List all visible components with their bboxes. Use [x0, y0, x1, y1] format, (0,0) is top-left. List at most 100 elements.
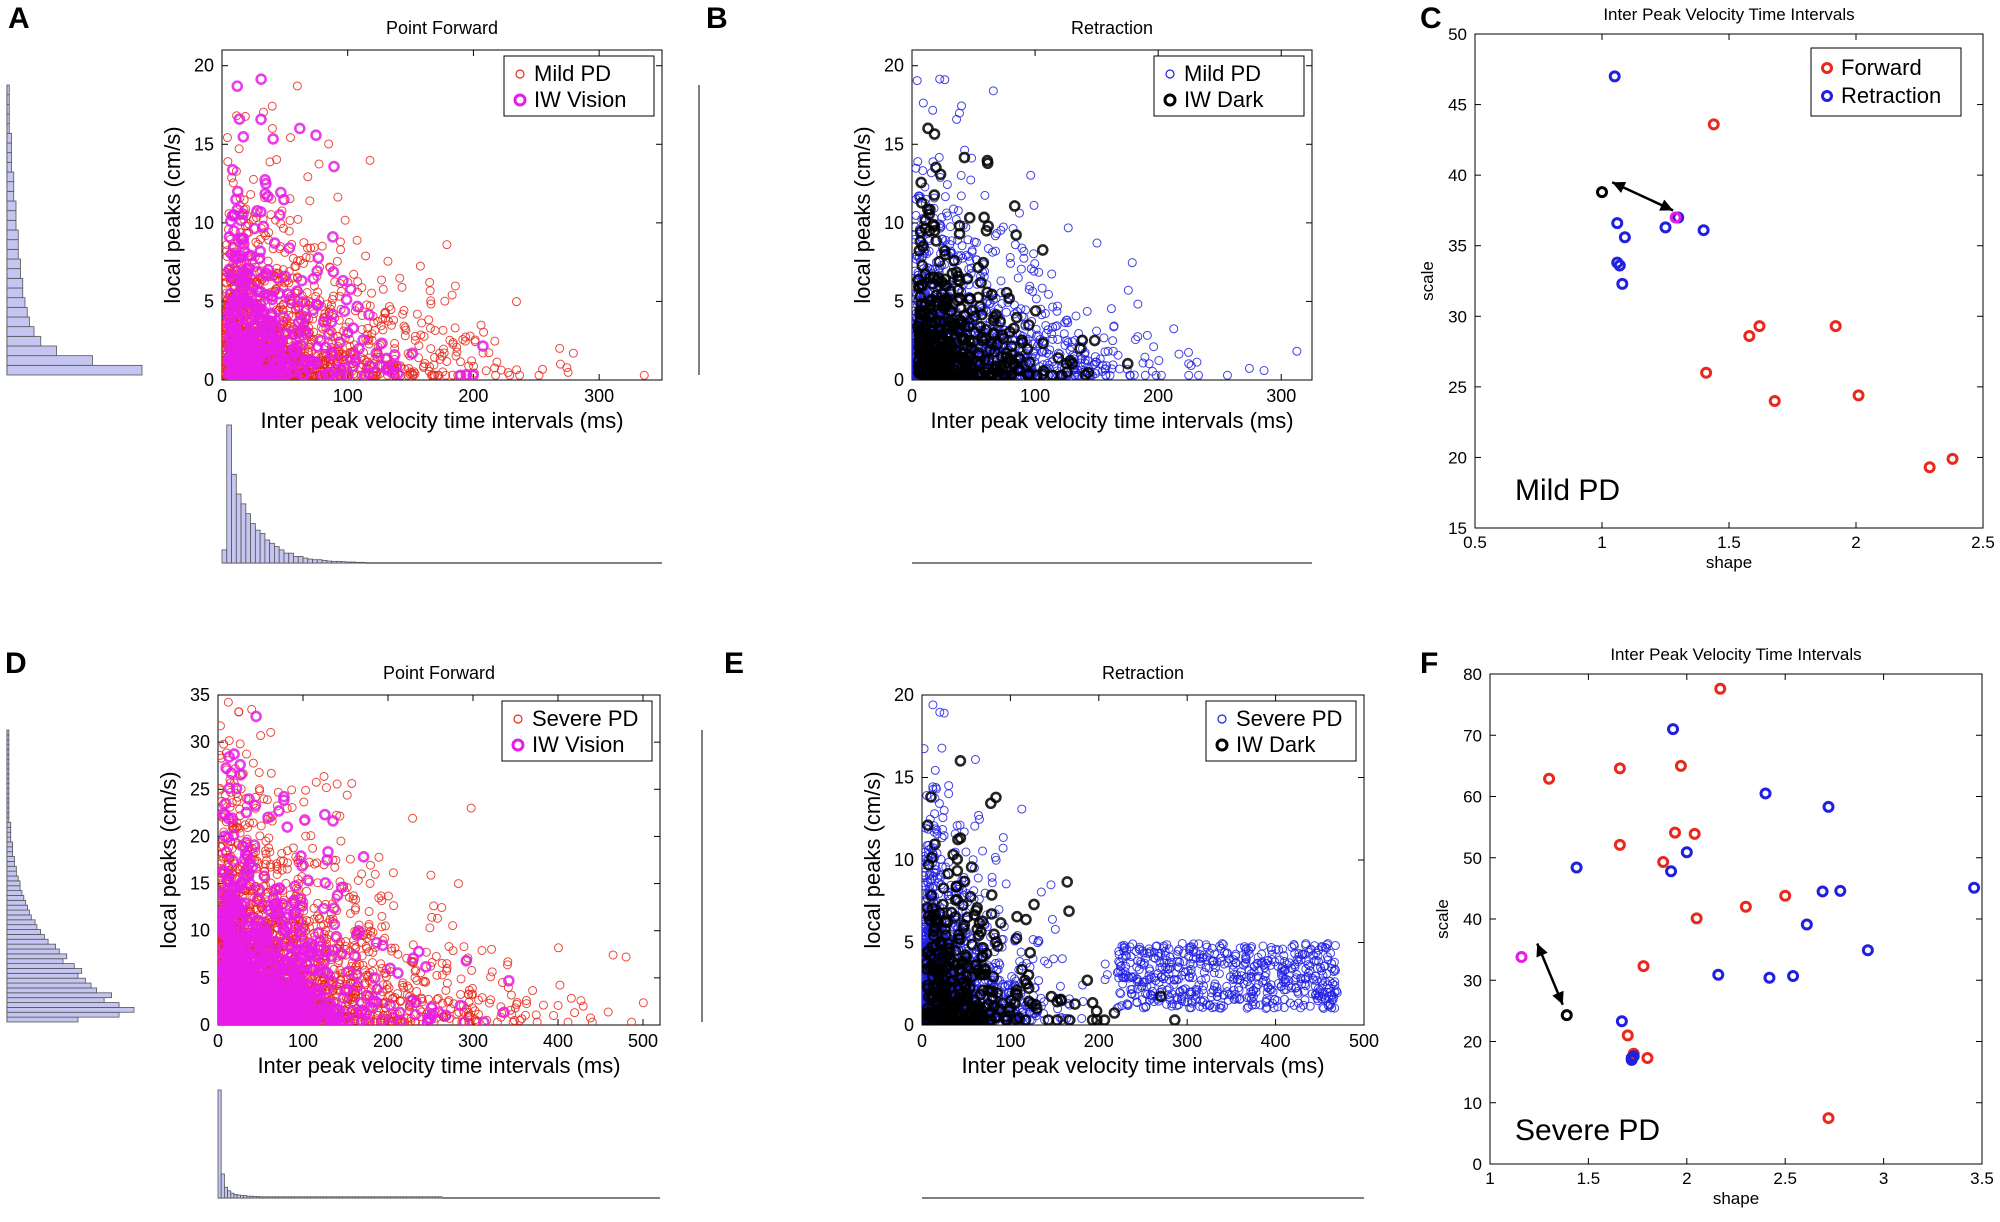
scatter-point-primary — [479, 327, 489, 337]
scatter-point-primary — [444, 996, 454, 1006]
scatter-point-primary — [1065, 345, 1075, 355]
scatter-point-primary — [1005, 252, 1015, 262]
y-tick-label: 20 — [884, 56, 904, 76]
scatter-point-primary — [1045, 345, 1055, 355]
scatter-point-primary — [301, 252, 311, 262]
scatter-point-iw — [976, 331, 989, 344]
histogram-bar — [297, 556, 304, 564]
scatter-point-primary — [961, 222, 971, 232]
scatter-point-iw — [311, 299, 324, 311]
y-tick-label: 0 — [200, 1015, 210, 1035]
histogram-bar — [6, 103, 10, 115]
scatter-point-primary — [256, 223, 266, 233]
scatter-point-primary — [1099, 333, 1109, 343]
scatter-point-primary — [1080, 355, 1090, 365]
scatter-point-iw — [997, 332, 1010, 345]
y-tick-label: 10 — [884, 213, 904, 233]
y-tick-label: 10 — [194, 213, 214, 233]
x-tick-label: 100 — [333, 386, 363, 406]
scatter-point-primary — [306, 831, 316, 841]
scatter-point-iw — [255, 73, 267, 85]
scatter-point-primary — [1052, 301, 1062, 311]
histogram-bar — [331, 560, 337, 564]
scatter-point-iw — [279, 328, 292, 341]
scatter-point-iw — [269, 323, 282, 336]
legend-label: IW Vision — [534, 87, 627, 112]
scatter-point-iw — [334, 336, 346, 349]
scatter-point-primary — [1074, 370, 1084, 380]
x-tick-label: 300 — [1266, 386, 1296, 406]
scatter-point-iw — [1008, 358, 1021, 370]
scatter-point-primary — [426, 296, 436, 306]
panel-letter: B — [706, 2, 728, 35]
x-tick-label: 0 — [907, 386, 917, 406]
scatter-point-iw — [916, 357, 929, 370]
scatter-point-iw — [285, 364, 298, 377]
scatter-point-iw — [943, 360, 956, 373]
scatter-point-primary — [1144, 359, 1154, 369]
scatter-point-primary — [966, 263, 976, 273]
scatter-point-iw — [325, 316, 338, 328]
scatter-point-primary — [395, 273, 405, 283]
scatter-point-primary — [1107, 364, 1117, 374]
scatter-point-iw — [928, 224, 941, 237]
scatter-point-iw — [363, 308, 375, 321]
scatter-point-iw — [231, 313, 244, 325]
y-tick-label: 10 — [190, 921, 210, 941]
scatter-point-primary — [250, 208, 260, 218]
histogram-bar — [231, 473, 237, 564]
histogram-bar — [321, 559, 328, 564]
scatter-point-iw — [460, 368, 473, 380]
scatter-point-iw — [234, 232, 247, 245]
scatter-point-primary — [254, 784, 264, 794]
legend-marker — [515, 69, 525, 79]
scatter-point-primary — [314, 159, 324, 169]
scatter-point-iw — [933, 352, 946, 365]
scatter-point-primary — [1044, 289, 1054, 299]
histogram-bar — [6, 297, 26, 308]
scatter-point-primary — [223, 157, 233, 167]
x-marginal-histogram — [221, 424, 662, 564]
x-tick-label: 400 — [543, 1031, 573, 1051]
scatter-point-iw — [239, 330, 251, 342]
scatter-point-primary — [365, 155, 375, 165]
histogram-bar — [254, 529, 261, 564]
scatter-point-primary — [235, 739, 245, 749]
scatter-point-primary — [1133, 299, 1143, 309]
histogram-bar — [6, 268, 21, 279]
scatter-point-iw — [226, 164, 239, 176]
scatter-point-iw — [988, 345, 1001, 358]
scatter-point-primary — [405, 351, 415, 361]
scatter-point-primary — [240, 111, 250, 121]
scatter-point-iw — [953, 228, 966, 240]
scatter-point-primary — [441, 370, 451, 380]
scatter-point-iw — [919, 214, 932, 227]
scatter-point-primary — [435, 348, 445, 358]
scatter-point-primary — [1244, 363, 1254, 373]
scatter-point-primary — [1041, 320, 1051, 330]
scatter-point-iw — [342, 326, 354, 339]
scatter-point-iw — [231, 80, 244, 92]
scatter-point-iw — [222, 309, 235, 321]
scatter-point-iw — [223, 263, 236, 276]
scatter-point-iw — [972, 291, 985, 304]
scatter-point-primary — [282, 864, 292, 874]
scatter-point-primary — [1184, 347, 1194, 357]
scatter-point-primary — [1151, 370, 1161, 380]
scatter-point-iw — [314, 334, 327, 347]
scatter-point-primary — [259, 794, 269, 804]
histogram-bar — [340, 561, 347, 564]
scatter-point-primary — [998, 222, 1008, 232]
scatter-point-primary — [943, 211, 953, 221]
scatter-point-iw — [978, 211, 990, 224]
scatter-points — [222, 73, 649, 380]
scatter-point-iw — [923, 331, 936, 344]
scatter-point-primary — [424, 315, 434, 325]
scatter-point-primary — [1062, 315, 1072, 325]
scatter-point-primary — [426, 299, 436, 309]
scatter-point-primary — [301, 831, 311, 841]
histogram-bar — [6, 229, 19, 241]
scatter-point-iw — [237, 130, 250, 143]
scatter-point-iw — [987, 327, 1000, 339]
